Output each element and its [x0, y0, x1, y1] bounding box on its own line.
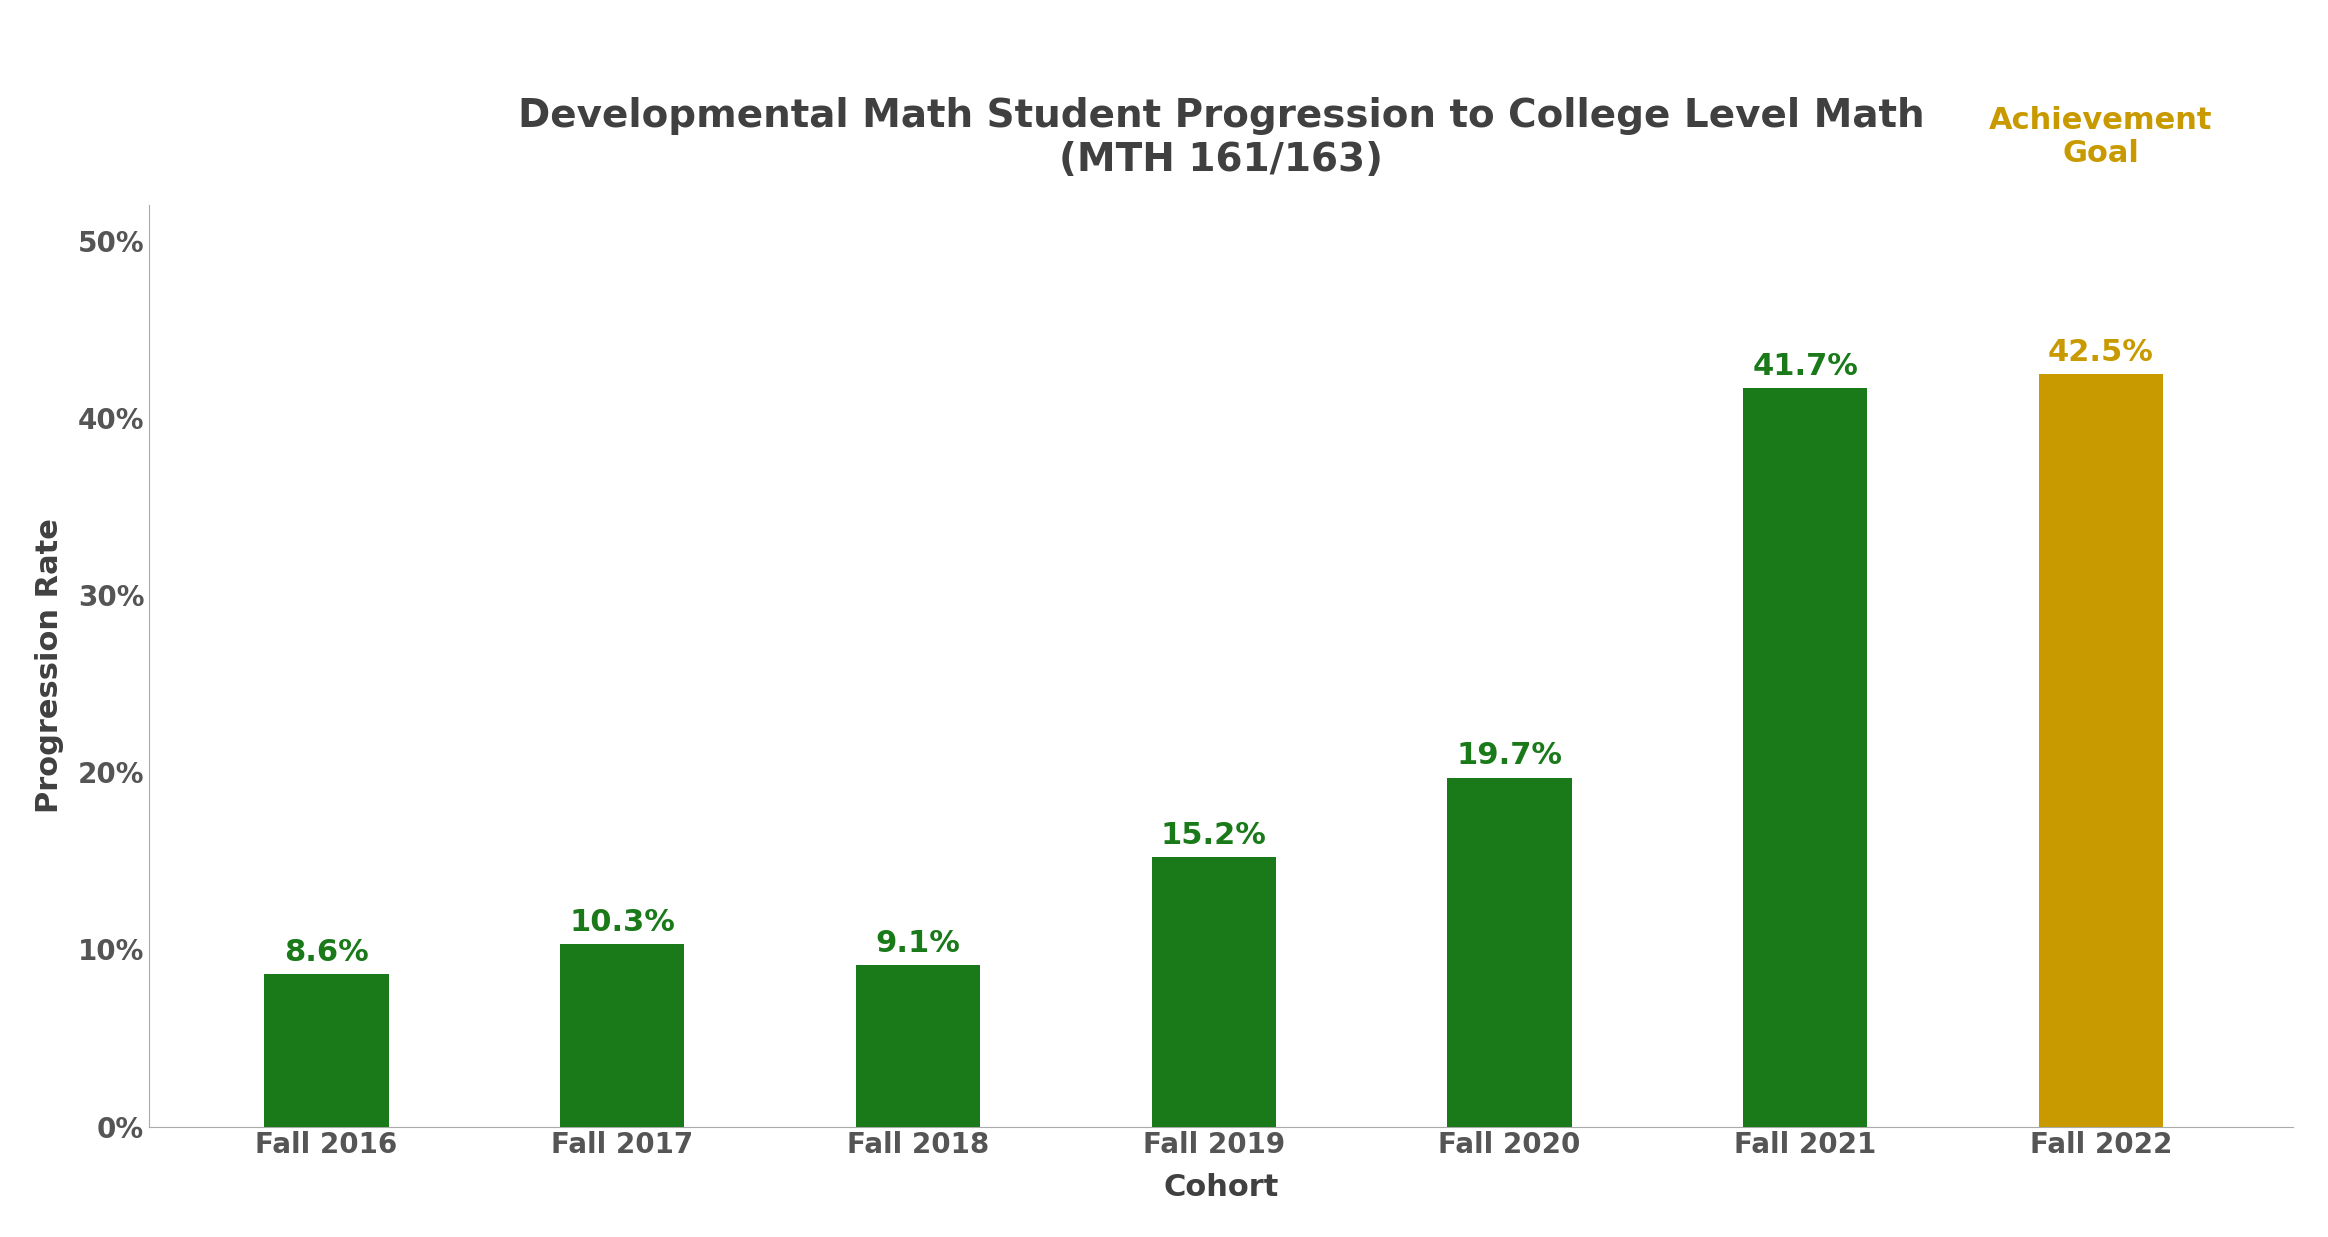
Bar	[857, 965, 980, 1127]
Bar	[1152, 857, 1276, 1127]
Bar	[265, 975, 389, 1127]
Text: 41.7%: 41.7%	[1753, 351, 1858, 381]
Text: 42.5%: 42.5%	[2049, 338, 2153, 366]
Text: 15.2%: 15.2%	[1162, 821, 1266, 850]
Bar	[561, 944, 684, 1127]
Title: Developmental Math Student Progression to College Level Math
(MTH 161/163): Developmental Math Student Progression t…	[517, 96, 1925, 178]
Bar	[1744, 387, 1867, 1127]
Bar	[1448, 778, 1571, 1127]
Text: 10.3%: 10.3%	[570, 908, 675, 936]
Y-axis label: Progression Rate: Progression Rate	[35, 518, 63, 814]
X-axis label: Cohort: Cohort	[1164, 1173, 1278, 1202]
Text: 9.1%: 9.1%	[875, 929, 961, 959]
Text: 19.7%: 19.7%	[1457, 741, 1562, 771]
Text: Achievement
Goal: Achievement Goal	[1990, 106, 2214, 168]
Text: 8.6%: 8.6%	[284, 938, 368, 967]
Bar	[2039, 374, 2163, 1127]
